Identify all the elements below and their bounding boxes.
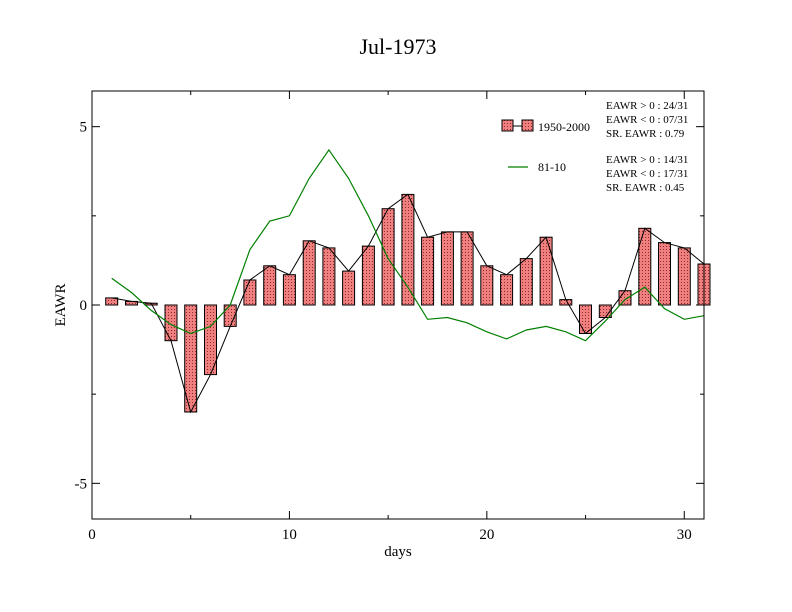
bar-day-21 (500, 274, 514, 306)
bar-day-10 (282, 274, 296, 306)
legend-swatch-1950-2000-left (501, 119, 514, 132)
y-tick-label: -5 (75, 476, 88, 492)
legend-swatch-1950-2000-right (521, 119, 534, 132)
bar-day-17 (421, 236, 435, 306)
stats-line: EAWR < 0 : 17/31 (606, 168, 688, 180)
bar-day-13 (342, 270, 356, 306)
bar-day-29 (658, 242, 671, 306)
bar-day-18 (440, 231, 454, 306)
x-tick-label: 0 (88, 527, 96, 543)
x-tick-label: 30 (677, 527, 692, 543)
stats-line: EAWR < 0 : 07/31 (606, 114, 688, 126)
axes: 0 10 20 30 5 0 -5 (75, 91, 704, 543)
bar-day-11 (302, 240, 316, 306)
bar-day-4 (164, 304, 178, 342)
stats-line: EAWR > 0 : 14/31 (606, 154, 688, 166)
series-81-10-line (111, 148, 705, 342)
plot-area (105, 148, 711, 414)
bar-day-20 (480, 265, 494, 306)
series-1950-2000-line (111, 193, 705, 414)
y-axis-label: EAWR (53, 284, 69, 327)
stats-line: EAWR > 0 : 24/31 (606, 100, 688, 112)
bar-day-27 (618, 290, 632, 306)
bar-day-8 (243, 279, 257, 306)
bar-day-28 (638, 227, 652, 306)
x-axis-label: days (384, 544, 412, 560)
legend-label-1950-2000: 1950-2000 (538, 120, 590, 134)
stats-line: SR. EAWR : 0.79 (606, 128, 685, 140)
chart-title: Jul-1973 (360, 34, 437, 59)
bar-day-23 (539, 236, 553, 306)
bar-day-14 (361, 245, 375, 306)
y-tick-label: 5 (80, 120, 88, 136)
x-tick-label: 20 (479, 527, 494, 543)
bar-day-9 (263, 265, 277, 306)
y-tick-label: 0 (80, 298, 88, 314)
stats-line: SR. EAWR : 0.45 (606, 182, 685, 194)
bar-day-25 (579, 304, 592, 334)
legend-label-81-10: 81-10 (538, 160, 566, 174)
stats-box: EAWR > 0 : 24/31 EAWR < 0 : 07/31 SR. EAWR… (606, 100, 688, 194)
bar-day-15 (381, 208, 395, 306)
bar-day-12 (322, 247, 336, 306)
bar-day-30 (677, 247, 691, 306)
x-tick-label: 10 (282, 527, 297, 543)
legend: 1950-2000 81-10 (501, 119, 590, 174)
bar-day-16 (401, 193, 415, 306)
bar-day-22 (519, 258, 533, 306)
bar-day-19 (460, 231, 474, 306)
